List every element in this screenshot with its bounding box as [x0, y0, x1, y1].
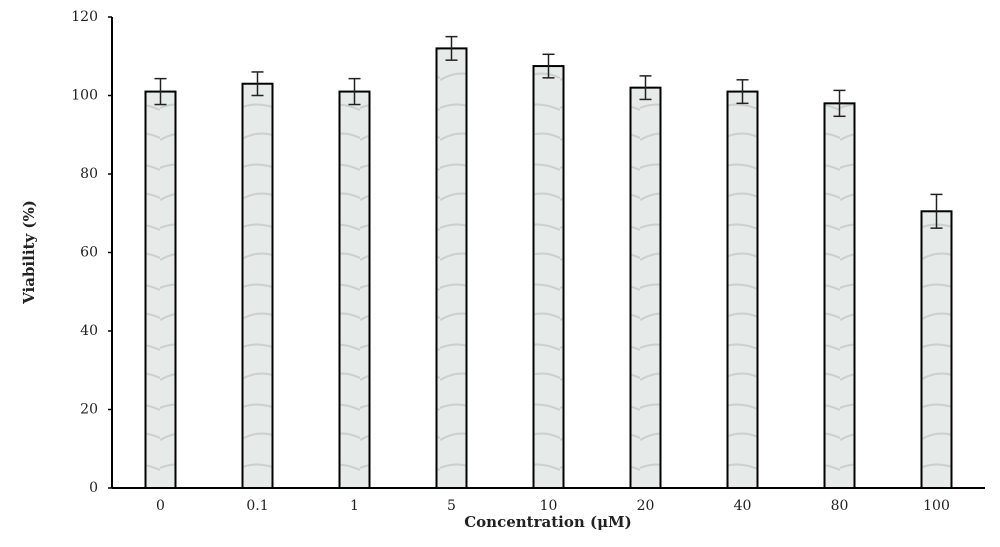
y-tick-label: 0: [89, 480, 98, 496]
x-tick-label: 10: [540, 498, 558, 514]
x-axis-title: Concentration (μM): [464, 513, 632, 531]
y-axis-title: Viability (%): [20, 200, 38, 305]
error-bar: [833, 89, 846, 118]
x-tick-label: 0: [156, 498, 165, 514]
y-tick-label: 60: [80, 245, 98, 261]
bar: [338, 90, 371, 489]
bar: [629, 86, 662, 490]
x-tick-label: 80: [831, 498, 849, 514]
x-tick-label: 5: [447, 498, 456, 514]
error-bar: [251, 71, 264, 97]
y-tick-label: 40: [80, 323, 98, 339]
x-tick-label: 0.1: [246, 498, 268, 514]
error-bar: [639, 75, 652, 101]
error-bar: [154, 77, 167, 106]
error-bar: [348, 77, 361, 106]
bar: [920, 210, 953, 489]
bar: [823, 102, 856, 489]
x-tick-label: 100: [923, 498, 950, 514]
error-bar: [736, 79, 749, 105]
y-tick-label: 80: [80, 166, 98, 182]
bar: [726, 90, 759, 489]
x-tick-label: 40: [734, 498, 752, 514]
x-tick-label: 1: [350, 498, 359, 514]
y-tick-label: 20: [80, 402, 98, 418]
y-tick-label: 100: [71, 88, 98, 104]
error-bar: [445, 35, 458, 61]
error-bar: [930, 193, 943, 229]
y-tick-label: 120: [71, 9, 98, 25]
error-bar: [542, 53, 555, 79]
bar: [532, 65, 565, 489]
bar: [435, 47, 468, 490]
bar: [241, 82, 274, 489]
bar: [144, 90, 177, 489]
x-tick-label: 20: [637, 498, 655, 514]
